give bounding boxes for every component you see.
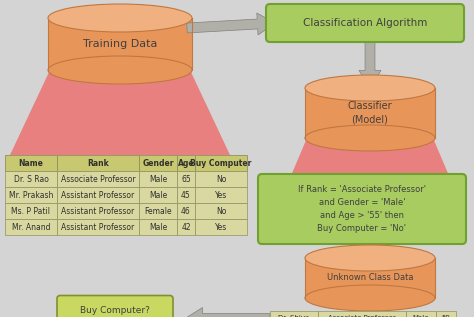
Text: Rank: Rank [87,158,109,167]
Polygon shape [359,240,381,258]
Text: 59: 59 [442,315,450,317]
Text: Buy Computer: Buy Computer [191,158,252,167]
Text: Male: Male [149,191,167,199]
Bar [177,155,195,171]
Bar [139,171,177,187]
FancyBboxPatch shape [266,4,464,42]
FancyBboxPatch shape [57,295,173,317]
Bar [139,187,177,203]
Polygon shape [185,307,270,317]
Text: Male: Male [149,223,167,231]
Text: If Rank = 'Associate Professor'
and Gender = 'Male'
and Age > '55' then
Buy Comp: If Rank = 'Associate Professor' and Gend… [298,185,426,233]
Ellipse shape [48,56,192,84]
Text: Associate Professor: Associate Professor [61,174,135,184]
Text: 65: 65 [181,174,191,184]
Text: Associate Professor: Associate Professor [328,315,396,317]
Bar [5,171,57,187]
Text: Mr. Prakash: Mr. Prakash [9,191,53,199]
Bar [177,187,195,203]
Text: Dr. S Rao: Dr. S Rao [14,174,48,184]
Text: Gender: Gender [142,158,174,167]
Text: No: No [216,174,226,184]
Bar [270,311,318,317]
Text: Unknown Class Data: Unknown Class Data [327,274,413,282]
Text: Age: Age [178,158,194,167]
Text: Assistant Professor: Assistant Professor [61,191,135,199]
Bar [177,171,195,187]
Bar [195,171,247,187]
FancyBboxPatch shape [258,174,466,244]
Text: No: No [216,206,226,216]
Ellipse shape [305,285,435,311]
Bar [5,187,57,203]
Text: Male: Male [413,315,429,317]
Bar [318,311,406,317]
Bar [5,203,57,219]
Ellipse shape [305,125,435,151]
Text: Yes: Yes [215,223,227,231]
Bar [139,155,177,171]
Bar [5,219,57,235]
Bar [406,311,436,317]
Text: Ms. P Patil: Ms. P Patil [11,206,51,216]
Text: Classification Algorithm: Classification Algorithm [303,18,427,28]
Text: 46: 46 [181,206,191,216]
Bar [177,203,195,219]
Bar [57,171,139,187]
Text: Classifier
(Model): Classifier (Model) [348,101,392,125]
Bar [139,219,177,235]
Bar [195,155,247,171]
Polygon shape [290,138,450,178]
Text: Buy Computer?
No: Buy Computer? No [80,306,150,317]
Text: Assistant Professor: Assistant Professor [61,223,135,231]
Bar [5,155,57,171]
Ellipse shape [305,75,435,101]
Text: Mr. Anand: Mr. Anand [12,223,50,231]
Polygon shape [305,258,435,298]
Polygon shape [10,70,230,155]
Text: 45: 45 [181,191,191,199]
Text: Name: Name [18,158,44,167]
Bar [139,203,177,219]
Bar [195,187,247,203]
Bar [57,219,139,235]
Text: 42: 42 [181,223,191,231]
Ellipse shape [48,4,192,32]
Bar [57,203,139,219]
Text: Female: Female [144,206,172,216]
Polygon shape [48,18,192,70]
Text: Male: Male [149,174,167,184]
Bar [195,219,247,235]
Text: Training Data: Training Data [83,39,157,49]
Text: Dr. Shiva: Dr. Shiva [278,315,310,317]
Polygon shape [305,88,435,138]
Polygon shape [187,13,275,35]
Ellipse shape [305,245,435,271]
Bar [195,203,247,219]
Bar [436,311,456,317]
Text: Assistant Professor: Assistant Professor [61,206,135,216]
Text: Yes: Yes [215,191,227,199]
Polygon shape [359,38,381,88]
Bar [57,187,139,203]
Bar [177,219,195,235]
Bar [57,155,139,171]
